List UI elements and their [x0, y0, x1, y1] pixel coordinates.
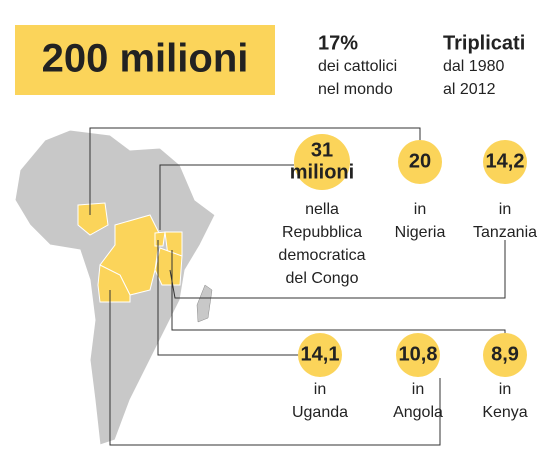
country-text: Uganda [292, 404, 348, 421]
country-circle [396, 333, 440, 377]
country-circle [298, 333, 342, 377]
africa-map [14, 129, 216, 446]
country-text: nella [305, 201, 339, 218]
stat-text: al 2012 [443, 81, 496, 98]
stat-value: 17% [318, 32, 358, 54]
country-value: 10,8 [399, 343, 438, 365]
stat-text: nel mondo [318, 81, 393, 98]
country-value: 20 [409, 150, 431, 172]
headline: 200 milioni [42, 37, 249, 81]
headline-box [15, 25, 275, 95]
country-text: Kenya [482, 404, 527, 421]
stat-text: dei cattolici [318, 58, 397, 75]
country-text: in [314, 381, 326, 398]
country-text: in [499, 201, 511, 218]
country-value: 14,1 [301, 343, 340, 365]
country-value: 14,2 [486, 150, 525, 172]
country-text: del Congo [286, 270, 359, 287]
country-circle [483, 140, 527, 184]
country-text: in [412, 381, 424, 398]
country-text: Tanzania [473, 224, 537, 241]
country-text: in [499, 381, 511, 398]
country-circle [398, 140, 442, 184]
country-text: democratica [278, 247, 365, 264]
country-circle [294, 134, 350, 190]
country-value: 31 [311, 139, 333, 161]
country-text: Repubblica [282, 224, 362, 241]
country-text: in [414, 201, 426, 218]
country-circle [483, 333, 527, 377]
stat-text: dal 1980 [443, 58, 504, 75]
country-unit: milioni [290, 161, 354, 183]
country-text: Nigeria [395, 224, 446, 241]
stat-value: Triplicati [443, 32, 525, 54]
country-text: Angola [393, 404, 443, 421]
country-value: 8,9 [491, 343, 519, 365]
